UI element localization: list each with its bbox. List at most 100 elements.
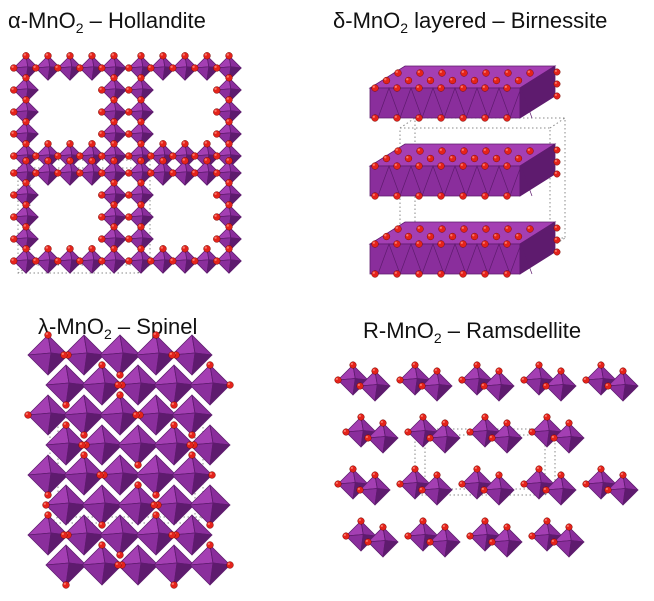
octahedron <box>421 474 453 506</box>
oxygen-atom <box>448 232 457 241</box>
oxygen-atom <box>191 169 199 177</box>
oxygen-atom <box>371 192 379 200</box>
oxygen-atom <box>503 270 511 278</box>
oxygen-atom <box>125 191 133 199</box>
octahedron <box>135 394 177 436</box>
oxygen-atom <box>382 232 391 241</box>
oxygen-atom <box>169 257 177 265</box>
oxygen-atom <box>110 179 118 187</box>
oxygen-atom <box>44 157 52 165</box>
oxygen-atom <box>404 154 413 163</box>
oxygen-atom <box>371 162 379 170</box>
oxygen-atom <box>481 240 489 248</box>
oxygen-atom <box>526 225 534 233</box>
octahedron <box>117 424 159 466</box>
octahedron <box>429 422 461 454</box>
oxygen-atom <box>213 213 221 221</box>
oxygen-atom <box>169 64 177 72</box>
oxygen-atom <box>96 471 104 479</box>
oxygen-atom <box>225 179 233 187</box>
oxygen-atom <box>488 434 496 442</box>
oxygen-atom <box>470 76 479 85</box>
oxygen-atom <box>32 152 40 160</box>
title-birnessite: δ-MnO2 layered – Birnessite <box>333 8 608 36</box>
oxygen-atom <box>437 84 445 92</box>
oxygen-atom <box>110 74 118 82</box>
oxygen-atom <box>152 511 160 519</box>
octahedron <box>45 484 87 526</box>
oxygen-atom <box>137 96 145 104</box>
oxygen-atom <box>481 114 489 122</box>
oxygen-atom <box>535 465 543 473</box>
octahedron <box>63 514 105 556</box>
oxygen-atom <box>147 257 155 265</box>
oxygen-atom <box>416 69 424 77</box>
octahedron <box>171 454 213 496</box>
oxygen-atom <box>382 76 391 85</box>
oxygen-atom <box>88 245 96 253</box>
octahedron <box>171 514 213 556</box>
oxygen-atom <box>125 235 133 243</box>
octahedron <box>483 474 515 506</box>
oxygen-atom <box>98 108 106 116</box>
oxygen-atom <box>181 157 189 165</box>
oxygen-atom <box>110 157 118 165</box>
oxygen-atom <box>116 371 124 379</box>
oxygen-atom <box>137 118 145 126</box>
oxygen-atom <box>170 421 178 429</box>
oxygen-atom <box>80 451 88 459</box>
oxygen-atom <box>438 225 446 233</box>
octahedron <box>399 364 431 396</box>
oxygen-atom <box>553 170 561 178</box>
octahedron <box>607 474 639 506</box>
oxygen-atom <box>495 367 503 375</box>
oxygen-atom <box>125 86 133 94</box>
ramsdellite-structure <box>334 361 639 558</box>
oxygen-atom <box>98 64 106 72</box>
oxygen-atom <box>437 114 445 122</box>
oxygen-atom <box>334 376 342 384</box>
oxygen-atom <box>553 236 561 244</box>
oxygen-atom <box>419 413 427 421</box>
title-ramsdellite: R-MnO2 – Ramsdellite <box>363 318 582 346</box>
octahedron <box>553 422 585 454</box>
oxygen-atom <box>188 451 196 459</box>
oxygen-atom <box>98 213 106 221</box>
oxygen-atom <box>553 92 561 100</box>
oxygen-atom <box>116 391 124 399</box>
oxygen-atom <box>433 367 441 375</box>
oxygen-atom <box>342 532 350 540</box>
oxygen-atom <box>438 147 446 155</box>
oxygen-atom <box>22 157 30 165</box>
oxygen-atom <box>137 245 145 253</box>
spinel-structure <box>24 331 234 589</box>
octahedron <box>81 484 123 526</box>
oxygen-atom <box>470 232 479 241</box>
title-hollandite: α-MnO2 – Hollandite <box>8 8 206 36</box>
oxygen-atom <box>181 52 189 60</box>
octahedron <box>367 422 399 454</box>
octahedron <box>531 520 563 552</box>
oxygen-atom <box>433 471 441 479</box>
octahedron <box>585 364 617 396</box>
oxygen-atom <box>22 245 30 253</box>
oxygen-atom <box>482 225 490 233</box>
oxygen-atom <box>503 162 511 170</box>
oxygen-atom <box>492 76 501 85</box>
octahedron <box>172 160 198 186</box>
oxygen-atom <box>10 64 18 72</box>
oxygen-atom <box>396 376 404 384</box>
oxygen-atom <box>170 581 178 589</box>
octahedron <box>531 416 563 448</box>
oxygen-atom <box>393 240 401 248</box>
oxygen-atom <box>150 501 158 509</box>
octahedron <box>99 454 141 496</box>
oxygen-atom <box>437 162 445 170</box>
oxygen-atom <box>226 381 234 389</box>
birnessite-structure <box>368 65 566 278</box>
octahedron <box>63 334 105 376</box>
oxygen-atom <box>98 152 106 160</box>
oxygen-atom <box>137 74 145 82</box>
oxygen-atom <box>147 64 155 72</box>
oxygen-atom <box>371 270 379 278</box>
